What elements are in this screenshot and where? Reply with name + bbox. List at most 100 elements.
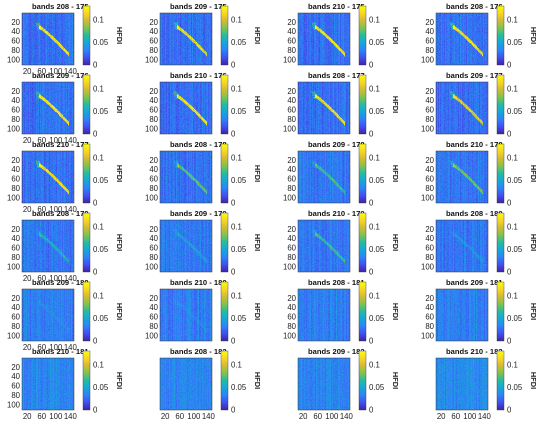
colorbar-tick-label: 0.1: [93, 153, 104, 162]
colorbar: [221, 144, 228, 203]
colorbar-frame: [496, 5, 505, 66]
colorbar-tick-label: 0.1: [369, 222, 380, 231]
y-tick-label: 20: [287, 294, 296, 303]
y-tick-label: 60: [149, 244, 158, 253]
heatmap-image: [160, 82, 212, 134]
y-tick-label: 40: [425, 96, 434, 105]
heatmap-image: [160, 289, 212, 341]
colorbar: [359, 75, 366, 134]
colorbar: [497, 213, 504, 272]
colorbar-tick-label: 0: [231, 199, 236, 208]
y-tick-label: 20: [11, 294, 20, 303]
colorbar-tick-label: 0: [93, 61, 98, 70]
colorbar-tick-label: 0.05: [231, 107, 247, 116]
panel-title: bands 210 - 180: [170, 278, 227, 287]
x-tick-label: 100: [49, 343, 63, 352]
colorbar-tick-label: 0.1: [507, 84, 518, 93]
colorbar-frame: [496, 143, 505, 204]
colorbar-tick-label: 0.1: [231, 84, 242, 93]
panel-title: bands 209 - 177: [446, 71, 503, 80]
colorbar-frame: [220, 212, 229, 273]
heatmap-image: [436, 358, 488, 410]
heatmap-image: [298, 220, 350, 272]
heatmap-frame: [159, 288, 213, 342]
colorbar-frame: [358, 143, 367, 204]
panel-title: bands 210 - 181: [32, 347, 89, 356]
y-tick-label: 100: [145, 331, 159, 340]
colorbar-tick-label: 0.05: [231, 38, 247, 47]
y-tick-label: 100: [7, 124, 21, 133]
y-tick-label: 60: [11, 37, 20, 46]
colorbar-frame: [358, 281, 367, 342]
y-tick-label: 40: [149, 303, 158, 312]
colorbar-tick-label: 0: [231, 61, 236, 70]
colorbar-tick-label: 0: [231, 268, 236, 277]
heatmap-image: [298, 358, 350, 410]
y-tick-label: 40: [11, 96, 20, 105]
colorbar-tick-label: 0.1: [93, 84, 104, 93]
colorbar-tick-label: 0.1: [231, 360, 242, 369]
panel-title: bands 208 - 180: [446, 209, 503, 218]
colorbar-tick-label: 0: [369, 199, 374, 208]
colorbar-label: HFDI: [253, 234, 262, 251]
colorbar: [497, 351, 504, 410]
panel-title: bands 209 - 180: [32, 278, 89, 287]
heatmap-image: [22, 13, 74, 65]
heatmap-frame: [297, 219, 351, 273]
x-tick-label: 140: [64, 205, 78, 214]
y-tick-label: 60: [425, 106, 434, 115]
colorbar-tick-label: 0: [231, 130, 236, 139]
y-tick-label: 40: [11, 165, 20, 174]
colorbar-frame: [220, 143, 229, 204]
y-tick-label: 40: [425, 303, 434, 312]
y-tick-label: 20: [149, 18, 158, 27]
colorbar-tick-label: 0.1: [231, 222, 242, 231]
x-tick-label: 60: [451, 412, 460, 421]
colorbar-label: HFDI: [253, 303, 262, 320]
heatmap-frame: [297, 12, 351, 66]
colorbar-frame: [82, 143, 91, 204]
heatmap-frame: [21, 12, 75, 66]
y-tick-label: 20: [11, 18, 20, 27]
colorbar-tick-label: 0: [507, 406, 512, 415]
y-tick-label: 20: [149, 294, 158, 303]
y-tick-label: 40: [11, 234, 20, 243]
colorbar-label: HFDI: [253, 27, 262, 44]
colorbar-frame: [496, 212, 505, 273]
y-tick-label: 60: [149, 106, 158, 115]
x-tick-label: 100: [463, 412, 477, 421]
colorbar-tick-label: 0: [93, 337, 98, 346]
y-tick-label: 20: [149, 87, 158, 96]
colorbar-tick-label: 0: [507, 61, 512, 70]
heatmap-image: [22, 289, 74, 341]
colorbar-frame: [82, 350, 91, 411]
panel-title: bands 210 - 177: [32, 140, 89, 149]
y-tick-label: 80: [425, 322, 434, 331]
y-tick-label: 100: [421, 193, 435, 202]
colorbar-label: HFDI: [391, 165, 400, 182]
colorbar-tick-label: 0: [369, 61, 374, 70]
heatmap-frame: [297, 288, 351, 342]
colorbar: [221, 213, 228, 272]
heatmap-frame: [21, 219, 75, 273]
colorbar-frame: [220, 74, 229, 135]
colorbar: [359, 213, 366, 272]
heatmap-frame: [435, 219, 489, 273]
y-tick-label: 60: [11, 175, 20, 184]
colorbar: [497, 282, 504, 341]
y-tick-label: 100: [283, 331, 297, 340]
heatmap-panel: bands 210 - 182 20 60 100 140 0.1 0.05 0 HFDI: [435, 347, 538, 421]
colorbar-label: HFDI: [115, 96, 124, 113]
colorbar-tick-label: 0.05: [93, 245, 109, 254]
panel-title: bands 208 - 178: [170, 140, 227, 149]
y-tick-label: 100: [283, 55, 297, 64]
colorbar-label: HFDI: [529, 303, 538, 320]
